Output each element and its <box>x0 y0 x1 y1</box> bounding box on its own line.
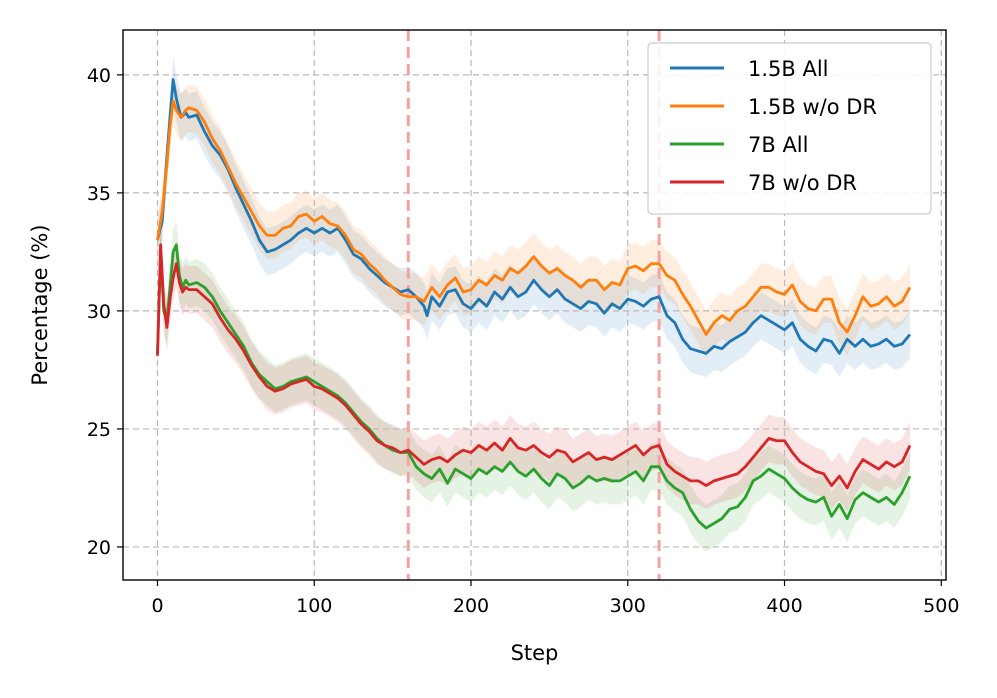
axis-ticks: 0 100 200 300 400 500 20 25 30 35 40 <box>87 65 960 617</box>
y-tick-label: 30 <box>87 301 111 323</box>
line-7b-all <box>156 243 912 530</box>
x-tick-label: 0 <box>151 595 163 617</box>
x-tick-label: 100 <box>296 595 332 617</box>
x-tick-label: 500 <box>923 595 959 617</box>
y-tick-label: 35 <box>87 183 111 205</box>
legend-label: 7B All <box>748 133 808 157</box>
band-1-5b-w-o-dr <box>157 77 910 359</box>
plot-frame <box>122 29 947 581</box>
band-7b-all <box>157 221 910 552</box>
y-tick-label: 25 <box>87 419 111 441</box>
line-7b-w-o-dr <box>156 243 912 490</box>
y-axis-label: Percentage (%) <box>28 224 52 385</box>
legend-label: 7B w/o DR <box>748 171 857 195</box>
legend-box <box>647 42 932 215</box>
line-1-5b-w-o-dr <box>156 99 912 336</box>
legend-label: 1.5B w/o DR <box>748 95 877 119</box>
y-tick-label: 40 <box>87 65 111 87</box>
line-1-5b-all <box>156 78 912 355</box>
x-axis-label: Step <box>511 641 559 665</box>
series-lines <box>156 78 912 530</box>
y-tick-label: 20 <box>87 537 111 559</box>
x-tick-label: 200 <box>453 595 489 617</box>
x-tick-label: 400 <box>766 595 802 617</box>
x-tick-label: 300 <box>610 595 646 617</box>
legend-label: 1.5B All <box>748 57 829 81</box>
legend: 1.5B All 1.5B w/o DR 7B All 7B w/o DR <box>647 42 932 215</box>
